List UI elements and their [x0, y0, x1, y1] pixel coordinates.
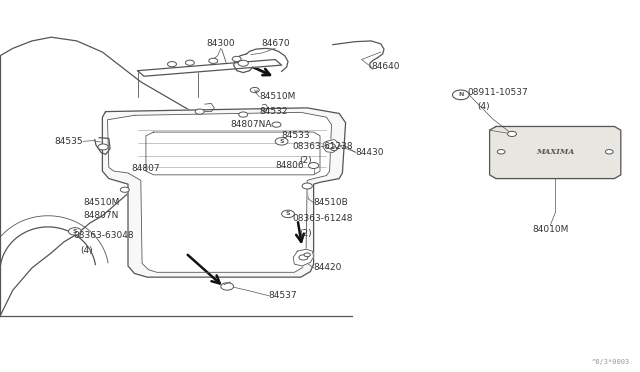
Polygon shape [138, 60, 282, 76]
Text: ^8/3*0003: ^8/3*0003 [592, 359, 630, 365]
Polygon shape [102, 108, 346, 277]
Polygon shape [323, 140, 339, 153]
Text: 84807NA: 84807NA [230, 120, 272, 129]
Text: 84537: 84537 [269, 291, 298, 300]
Text: 84420: 84420 [314, 263, 342, 272]
Circle shape [168, 61, 177, 67]
Text: S: S [72, 229, 77, 234]
Text: 84807N: 84807N [83, 211, 118, 220]
Text: 08363-61248: 08363-61248 [292, 214, 353, 223]
Circle shape [452, 90, 469, 100]
Circle shape [68, 228, 81, 235]
Text: 84510B: 84510B [314, 198, 348, 207]
Circle shape [250, 87, 259, 93]
Circle shape [326, 144, 335, 149]
Text: 84010M: 84010M [532, 225, 568, 234]
Circle shape [308, 163, 319, 169]
Circle shape [605, 150, 613, 154]
Text: 84670: 84670 [261, 39, 289, 48]
Circle shape [238, 60, 248, 66]
Circle shape [186, 60, 195, 65]
Text: MAXIMA: MAXIMA [536, 148, 575, 156]
Text: 84533: 84533 [282, 131, 310, 140]
Circle shape [221, 283, 234, 290]
Text: 84510M: 84510M [259, 92, 296, 101]
Text: N: N [458, 92, 463, 97]
Circle shape [209, 58, 218, 63]
Circle shape [239, 112, 248, 117]
Circle shape [508, 131, 516, 137]
Text: 84532: 84532 [259, 107, 288, 116]
Circle shape [497, 150, 505, 154]
Text: 84640: 84640 [371, 62, 400, 71]
Circle shape [120, 187, 129, 192]
Text: 84535: 84535 [54, 137, 83, 146]
Polygon shape [293, 249, 314, 266]
Circle shape [232, 56, 241, 61]
Text: 84806: 84806 [275, 161, 304, 170]
Text: 08911-10537: 08911-10537 [467, 88, 528, 97]
Circle shape [304, 253, 310, 257]
Circle shape [272, 122, 281, 127]
Text: S: S [285, 211, 291, 217]
Circle shape [331, 147, 337, 151]
Circle shape [302, 183, 312, 189]
Text: (4): (4) [477, 102, 490, 111]
Polygon shape [108, 112, 332, 272]
Text: 84510M: 84510M [83, 198, 120, 207]
Circle shape [98, 144, 108, 150]
Text: S: S [279, 139, 284, 144]
Text: 08363-61238: 08363-61238 [292, 142, 353, 151]
Polygon shape [490, 126, 621, 179]
Text: 84807: 84807 [131, 164, 160, 173]
Circle shape [195, 109, 204, 114]
Circle shape [275, 138, 288, 145]
Text: 84300: 84300 [207, 39, 235, 48]
Circle shape [299, 255, 308, 260]
Text: 84430: 84430 [355, 148, 384, 157]
Circle shape [282, 210, 294, 218]
Text: (4): (4) [80, 246, 93, 254]
Text: 08363-63048: 08363-63048 [74, 231, 134, 240]
Text: (2): (2) [299, 156, 312, 165]
Text: (2): (2) [299, 229, 312, 238]
